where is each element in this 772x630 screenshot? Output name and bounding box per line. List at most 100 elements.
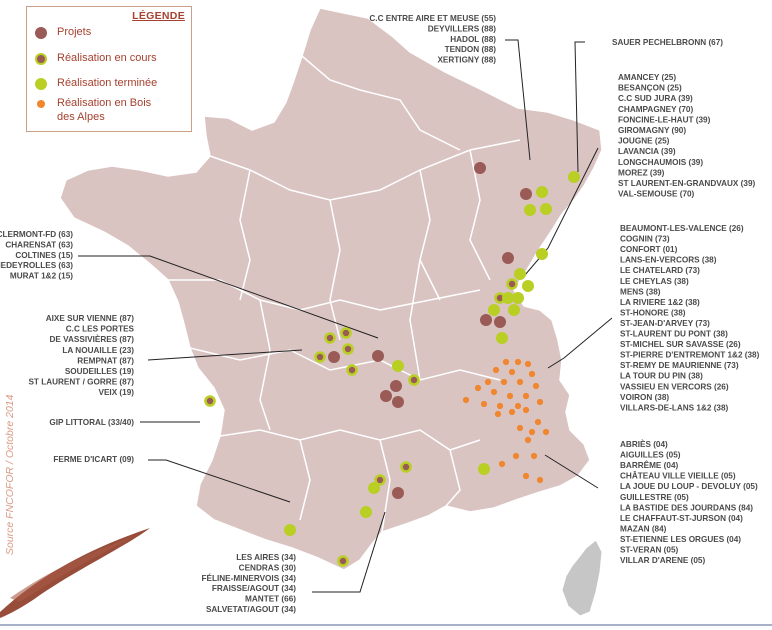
marker-bois-des-alpes	[498, 460, 506, 468]
project-markers	[204, 162, 580, 567]
place-label: ST LAURENT-EN-GRANDVAUX (39)	[618, 179, 755, 188]
marker-bois-des-alpes	[514, 402, 522, 410]
marker-bois-des-alpes	[474, 384, 482, 392]
place-label: MEDEYROLLES (63)	[0, 261, 73, 270]
place-label: AIGUILLES (05)	[620, 451, 681, 460]
legend-label: Réalisation en Bois des Alpes	[57, 97, 152, 123]
place-label: GUILLESTRE (05)	[620, 493, 689, 502]
place-label: BARRÊME (04)	[620, 459, 679, 470]
legend-item-en-cours: Réalisation en cours	[35, 52, 157, 66]
marker-bois-des-alpes	[536, 476, 544, 484]
legend-item-projets: Projets	[35, 26, 91, 40]
legend-label: Projets	[57, 26, 92, 38]
place-label: DE VASSIVIÈRES (87)	[50, 334, 135, 344]
marker-en-cours	[337, 555, 349, 567]
place-label: VILLAR D'ARENE (05)	[620, 556, 705, 565]
marker-bois-des-alpes	[516, 424, 524, 432]
marker-terminee	[512, 292, 524, 304]
marker-en-cours	[506, 278, 518, 290]
marker-bois-des-alpes	[506, 392, 514, 400]
legend-swatch-terminee	[35, 78, 47, 90]
place-label: REMPNAT (87)	[77, 356, 134, 365]
marker-bois-des-alpes	[502, 358, 510, 366]
place-label: CLERMONT-FD (63)	[0, 230, 73, 239]
group-labels: C.C ENTRE AIRE ET MEUSE (55) DEYVILLERS (…	[0, 14, 760, 614]
marker-en-cours	[324, 332, 336, 344]
legend-title: LÉGENDE	[132, 10, 185, 22]
place-label: CONFORT (01)	[620, 245, 678, 254]
marker-projet	[380, 390, 392, 402]
marker-bois-des-alpes	[508, 368, 516, 376]
legend-box: LÉGENDE Projets Réalisation en cours Réa…	[26, 6, 192, 132]
place-label: VEIX (19)	[99, 388, 135, 397]
corsica-shape	[561, 539, 603, 617]
label-group-auvergne: CLERMONT-FD (63) CHARENSAT (63) COLTINES (…	[0, 230, 73, 281]
place-label: ST-VERAN (05)	[620, 546, 679, 555]
marker-bois-des-alpes	[536, 398, 544, 406]
place-label: CHÂTEAU VILLE VIEILLE (05)	[620, 470, 736, 481]
marker-en-cours	[346, 364, 358, 376]
marker-bois-des-alpes	[500, 378, 508, 386]
marker-projet	[372, 350, 384, 362]
place-label: MANTET (66)	[245, 595, 296, 604]
marker-bois-des-alpes	[528, 428, 536, 436]
marker-en-cours	[342, 343, 354, 355]
place-label: CHAMPAGNEY (70)	[618, 105, 693, 114]
marker-bois-des-alpes	[514, 358, 522, 366]
marker-bois-des-alpes	[462, 396, 470, 404]
place-label: ST-PIERRE D'ENTREMONT 1&2 (38)	[620, 351, 760, 360]
place-label: C.C ENTRE AIRE ET MEUSE (55)	[369, 14, 496, 23]
marker-bois-des-alpes	[496, 402, 504, 410]
marker-terminee	[522, 280, 534, 292]
marker-bois-des-alpes	[484, 378, 492, 386]
leader-lines	[78, 39, 613, 593]
marker-terminee	[502, 292, 514, 304]
place-label: BESANÇON (25)	[618, 84, 682, 93]
source-text: Source FNCOFOR / Octobre 2014	[4, 394, 16, 555]
place-label: LA NOUAILLE (23)	[62, 346, 134, 355]
label-group-limousin: AIXE SUR VIENNE (87) C.C LES PORTES DE VAS…	[28, 314, 134, 397]
place-label: JOUGNE (25)	[618, 137, 670, 146]
place-label: XERTIGNY (88)	[437, 56, 496, 65]
marker-en-cours	[204, 395, 216, 407]
legend-label: Réalisation en cours	[57, 52, 157, 64]
source-credit: Source FNCOFOR / Octobre 2014	[4, 355, 18, 555]
place-label: ST-MICHEL SUR SAVASSE (26)	[620, 340, 741, 349]
place-label: ST-LAURENT DU PONT (38)	[620, 330, 728, 339]
marker-projet	[480, 314, 492, 326]
marker-bois-des-alpes	[524, 360, 532, 368]
marker-terminee	[368, 482, 380, 494]
place-label: DEYVILLERS (88)	[428, 24, 497, 33]
place-label: GIP LITTORAL (33/40)	[49, 418, 134, 427]
place-label: SAUER PECHELBRONN (67)	[612, 38, 723, 47]
label-group-sud: LES AIRES (34) CENDRAS (30) FÉLINE-MINERVO…	[202, 553, 297, 614]
place-label: ST-HONORE (38)	[620, 308, 686, 317]
marker-projet	[494, 316, 506, 328]
place-label: ST LAURENT / GORRE (87)	[28, 378, 134, 387]
place-label: MAZAN (84)	[620, 524, 667, 533]
marker-projet	[474, 162, 486, 174]
marker-projet	[328, 351, 340, 363]
place-label: COLTINES (15)	[15, 251, 73, 260]
marker-bois-des-alpes	[516, 378, 524, 386]
place-label: LE CHATELARD (73)	[620, 266, 700, 275]
marker-bois-des-alpes	[480, 400, 488, 408]
marker-en-cours	[400, 461, 412, 473]
place-label: LA BASTIDE DES JOURDANS (84)	[620, 503, 753, 512]
place-label: MURAT 1&2 (15)	[10, 272, 73, 281]
marker-terminee	[488, 304, 500, 316]
place-label: ABRIÈS (04)	[620, 439, 668, 449]
place-label: ST-REMY DE MAURIENNE (73)	[620, 361, 739, 370]
legend-swatch-en-cours	[35, 53, 47, 65]
marker-projet	[390, 380, 402, 392]
legend-item-bois-des-alpes: Réalisation en Bois des Alpes	[35, 97, 155, 124]
place-label: AIXE SUR VIENNE (87)	[46, 314, 135, 323]
place-label: C.C LES PORTES	[66, 325, 135, 334]
place-label: MOREZ (39)	[618, 168, 665, 177]
place-label: LAVANCIA (39)	[618, 147, 676, 156]
marker-bois-des-alpes	[528, 370, 536, 378]
place-label: LONGCHAUMOIS (39)	[618, 158, 703, 167]
place-label: CENDRAS (30)	[239, 563, 297, 572]
label-group-littoral: GIP LITTORAL (33/40)	[49, 418, 134, 427]
marker-terminee	[568, 171, 580, 183]
